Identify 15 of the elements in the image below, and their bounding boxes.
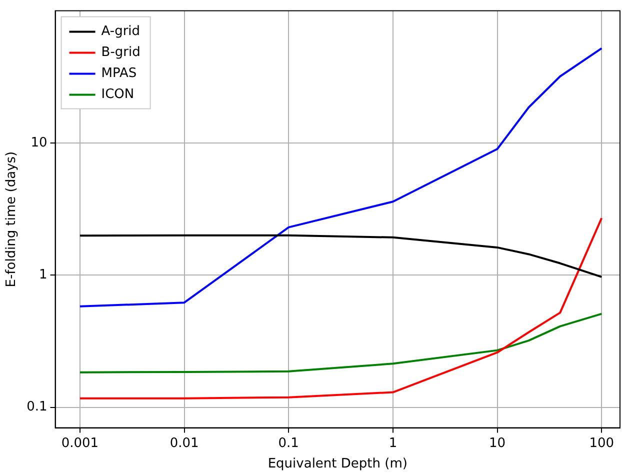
x-tick-label: 0.1: [278, 436, 299, 451]
legend-label: ICON: [101, 87, 134, 102]
x-tick-label: 10: [489, 436, 506, 451]
x-tick-label: 100: [589, 436, 614, 451]
x-tick-label: 1: [388, 436, 398, 451]
y-axis-title: E-folding time (days): [4, 151, 20, 288]
x-tick-label: 0.001: [61, 436, 99, 451]
legend-label: MPAS: [101, 66, 137, 82]
y-tick-label: 1: [38, 268, 48, 283]
legend-label: A-grid: [101, 24, 140, 40]
x-tick-label: 0.01: [170, 436, 199, 451]
legend-label: B-grid: [101, 45, 140, 60]
y-tick-label: 0.1: [26, 400, 48, 415]
x-axis-title: Equivalent Depth (m): [268, 456, 408, 472]
y-tick-label: 10: [30, 135, 48, 150]
